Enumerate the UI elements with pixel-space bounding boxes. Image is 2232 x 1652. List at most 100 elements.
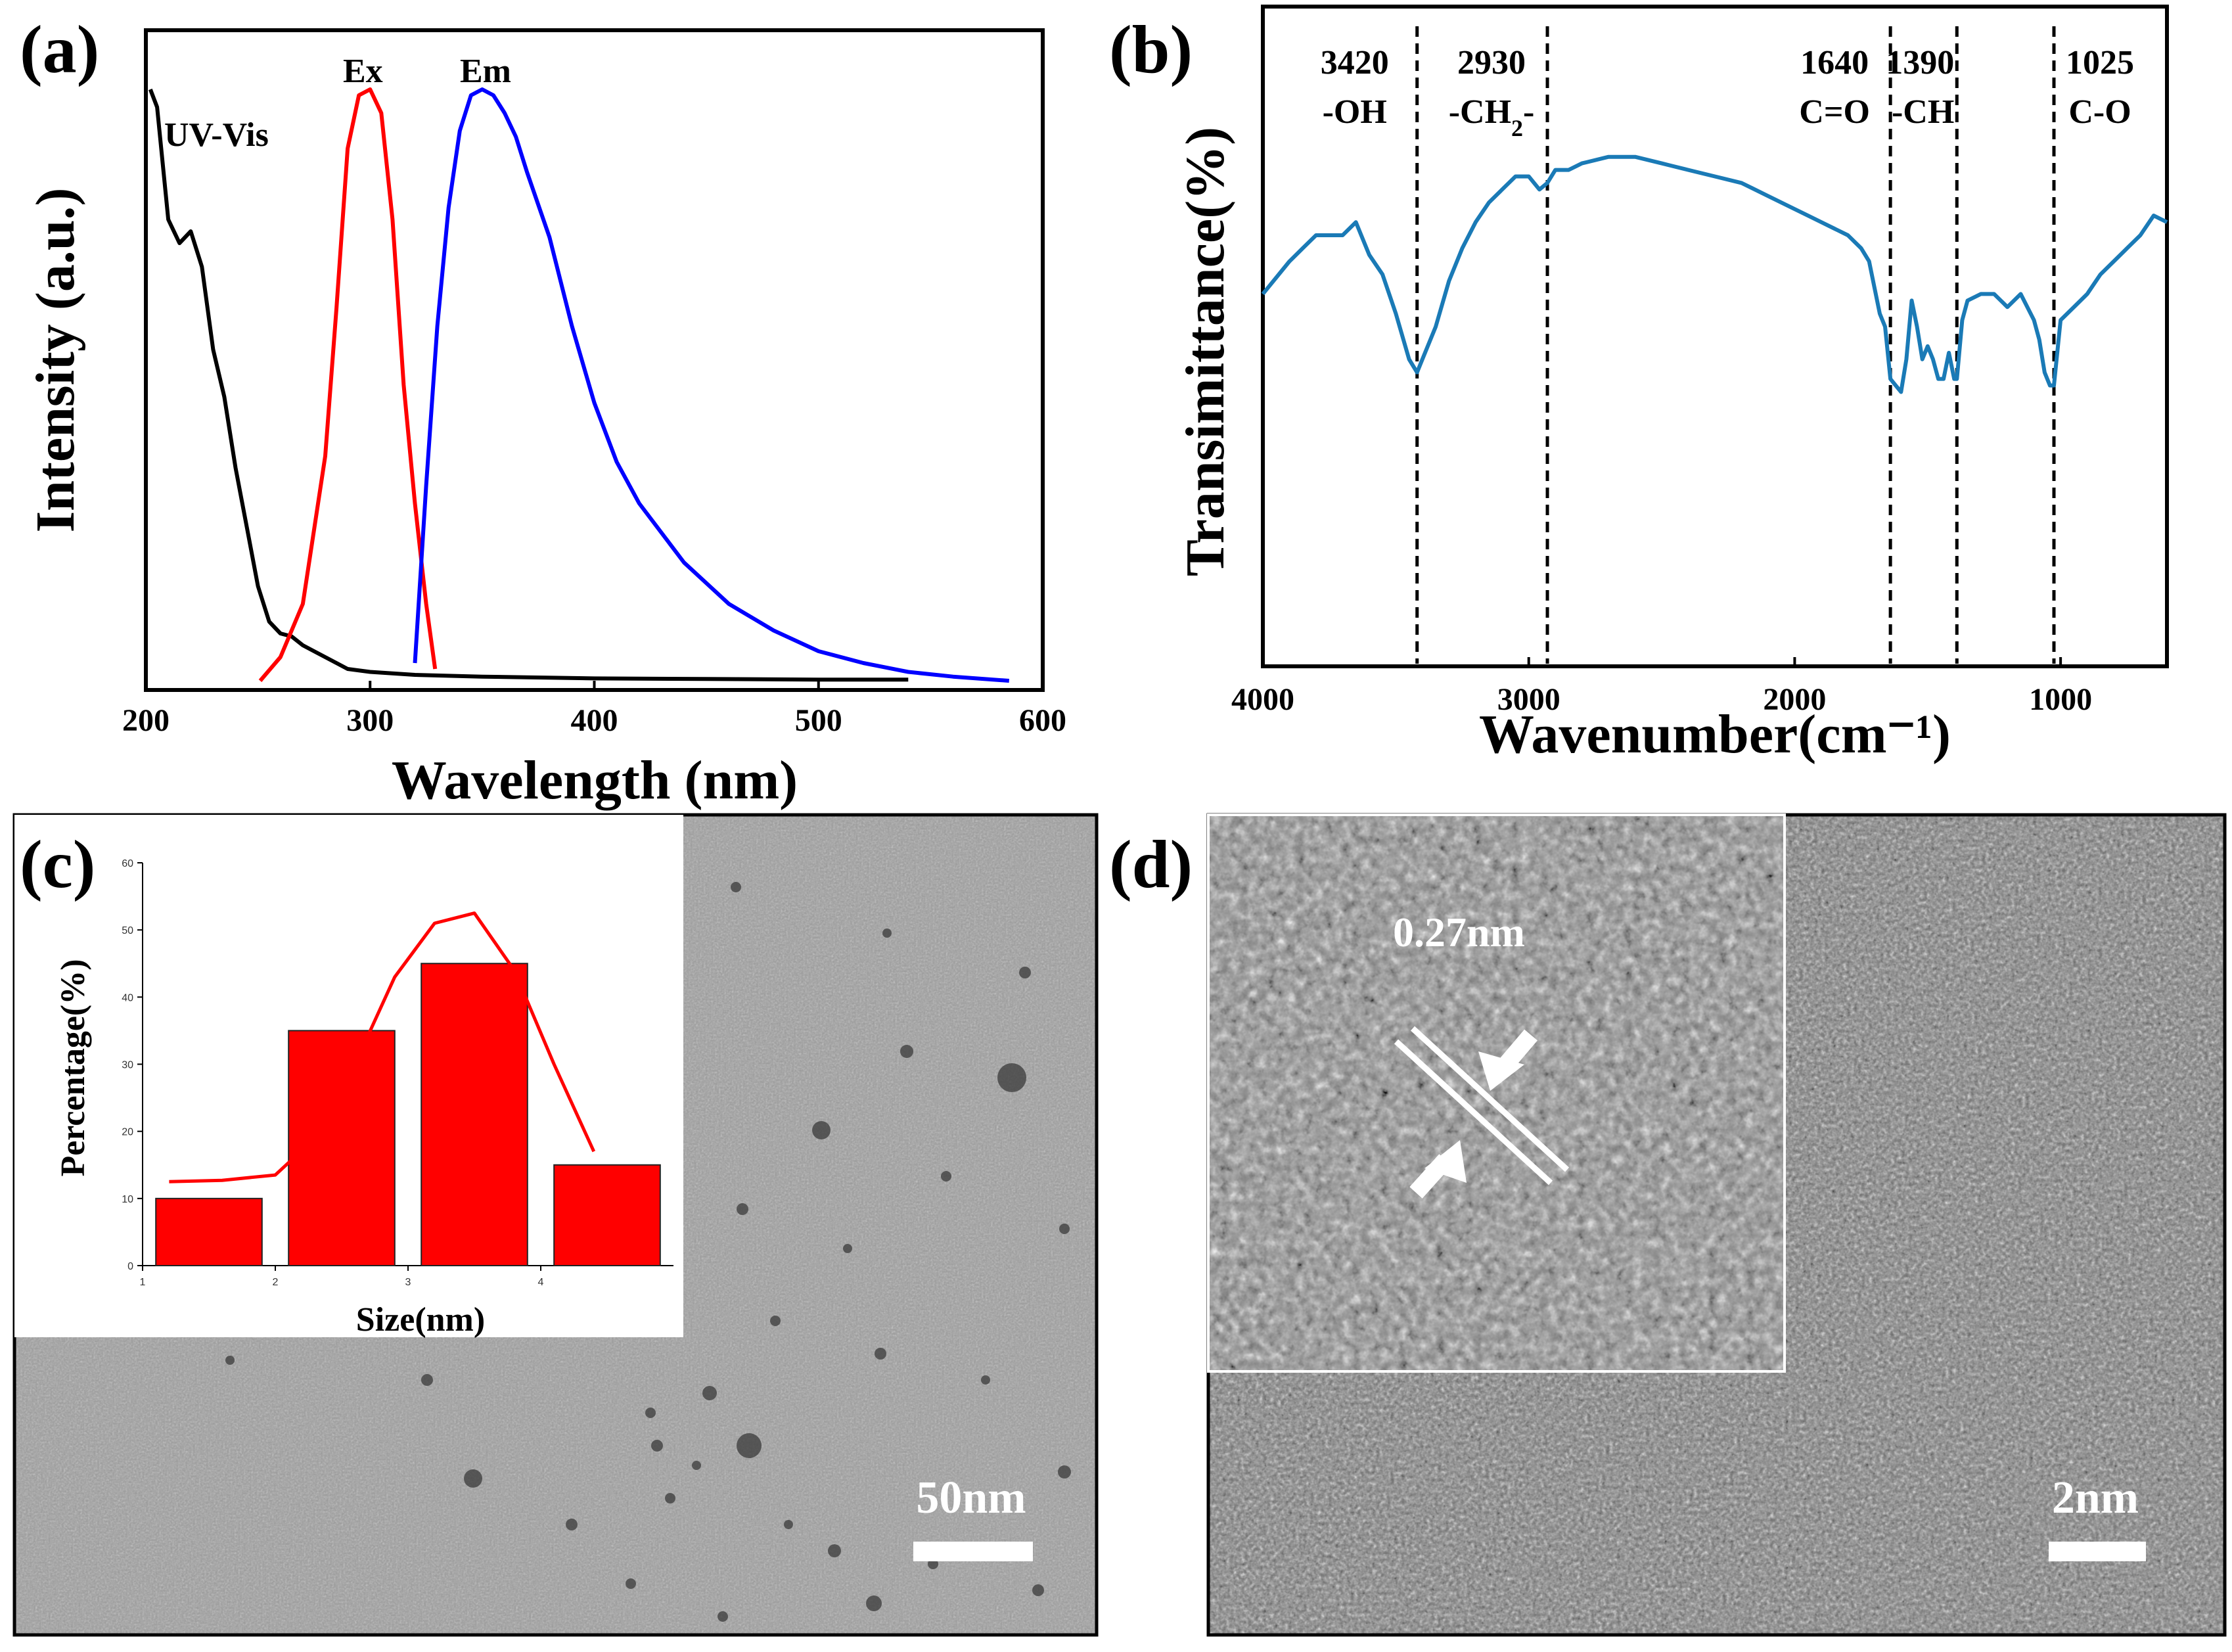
panel-a: (a) 200 300 400 500 600 UV-Vis Ex Em Wavelen… bbox=[20, 12, 1066, 811]
panel-c-letter: (c) bbox=[20, 827, 95, 902]
nanoparticle bbox=[665, 1493, 675, 1503]
peak-group-label: C=O bbox=[1799, 93, 1870, 131]
nanoparticle bbox=[941, 1171, 951, 1182]
plot-b-frame bbox=[1261, 5, 2169, 668]
peak-group-label: -OH bbox=[1323, 93, 1387, 131]
series-uvvis-line bbox=[148, 88, 909, 682]
nanoparticle bbox=[812, 1121, 831, 1139]
nanoparticle bbox=[866, 1595, 882, 1611]
x-tick-label: 300 bbox=[346, 703, 394, 738]
nanoparticle bbox=[626, 1578, 636, 1589]
nanoparticle bbox=[1058, 1465, 1071, 1479]
nanoparticle bbox=[692, 1461, 701, 1470]
nanoparticle bbox=[421, 1374, 433, 1386]
x-tick-label: 600 bbox=[1019, 703, 1066, 738]
x-tick-label: 400 bbox=[571, 703, 618, 738]
x-tick-label: 1 bbox=[140, 1277, 146, 1288]
x-tick-label: 1000 bbox=[2029, 682, 2092, 717]
panel-b-letter: (b) bbox=[1109, 12, 1193, 87]
peak-group-label: -CH2- bbox=[1449, 93, 1535, 141]
nanoparticle bbox=[1032, 1584, 1044, 1596]
panel-c: (c) 0 10 20 30 40 50 60 1 2 3 4 Size(nm) Percentag… bbox=[12, 813, 1099, 1637]
nanoparticle bbox=[737, 1433, 762, 1458]
lattice-line-2 bbox=[1410, 1026, 1570, 1172]
nanoparticle bbox=[981, 1375, 990, 1385]
x-tick-label: 3 bbox=[405, 1277, 411, 1288]
nanoparticle bbox=[900, 1045, 913, 1058]
peak-wavenumber-label: 3420 bbox=[1321, 44, 1389, 81]
nanoparticle bbox=[770, 1316, 781, 1326]
nanoparticle bbox=[1059, 1224, 1070, 1234]
y-tick-label: 20 bbox=[122, 1127, 133, 1138]
plot-a-series bbox=[148, 87, 1010, 683]
plot-a-x-title: Wavelength (nm) bbox=[392, 750, 798, 811]
panel-a-letter: (a) bbox=[20, 12, 99, 87]
y-tick-label: 50 bbox=[122, 925, 133, 936]
scale-bar-d bbox=[2049, 1542, 2146, 1561]
histogram-bar-3-4 bbox=[421, 963, 528, 1266]
nanoparticle bbox=[843, 1244, 852, 1253]
nanoparticle bbox=[997, 1063, 1026, 1092]
y-tick-label: 40 bbox=[122, 992, 133, 1003]
ftir-spectrum-line bbox=[1261, 154, 2168, 394]
y-tick-label: 0 bbox=[127, 1261, 133, 1272]
plot-b-x-title: Wavenumber(cm⁻¹) bbox=[1479, 704, 1951, 765]
nanoparticle bbox=[645, 1408, 656, 1418]
x-tick-label: 500 bbox=[795, 703, 842, 738]
histogram-plot: 0 10 20 30 40 50 60 1 2 3 4 bbox=[122, 858, 673, 1288]
nanoparticle bbox=[464, 1469, 482, 1488]
nanoparticle bbox=[1019, 967, 1031, 978]
panel-b: (b) 3420 -OH 2930 -CH2- 1640 C=O 1390 -CH 1025 C-… bbox=[1109, 5, 2169, 765]
plot-b-x-ticks: 4000 3000 2000 1000 bbox=[1231, 657, 2092, 717]
panel-d: (d) 0.27nm 2nm bbox=[1109, 813, 2227, 1637]
peak-wavenumber-label: 1390 bbox=[1886, 44, 1954, 81]
nanoparticle bbox=[875, 1348, 886, 1360]
scale-bar-c bbox=[913, 1542, 1033, 1561]
lattice-spacing-label: 0.27nm bbox=[1393, 909, 1525, 955]
peak-wavenumber-label: 2930 bbox=[1457, 44, 1526, 81]
y-tick-label: 30 bbox=[122, 1060, 133, 1071]
dash: - bbox=[1523, 93, 1534, 131]
nanoparticle bbox=[828, 1544, 841, 1557]
y-tick-label: 10 bbox=[122, 1194, 133, 1205]
nanoparticle bbox=[737, 1203, 748, 1215]
x-tick-label: 2000 bbox=[1763, 682, 1826, 717]
plot-a-frame bbox=[144, 28, 1045, 692]
lattice-line-1 bbox=[1394, 1039, 1553, 1185]
subscript: 2 bbox=[1511, 115, 1523, 141]
plot-a-x-ticks: 200 300 400 500 600 bbox=[122, 681, 1066, 738]
histogram-y-title: Percentage(%) bbox=[55, 959, 92, 1176]
peak-group-label: C-O bbox=[2068, 93, 2131, 131]
panel-d-letter: (d) bbox=[1109, 827, 1193, 902]
x-tick-label: 2 bbox=[273, 1277, 279, 1288]
plot-b-series bbox=[1261, 154, 2168, 394]
y-tick-label: 60 bbox=[122, 858, 133, 869]
nanoparticle bbox=[702, 1386, 717, 1400]
plot-b-y-title: Transimittance(%) bbox=[1175, 127, 1236, 576]
peak-wavenumber-label: 1025 bbox=[2066, 44, 2134, 81]
nanoparticle bbox=[651, 1440, 663, 1452]
nanoparticle bbox=[566, 1519, 578, 1530]
scale-label-c: 50nm bbox=[916, 1473, 1026, 1523]
series-ex-line bbox=[258, 87, 438, 682]
lattice-arrow-upper bbox=[1478, 1029, 1537, 1091]
x-tick-label: 200 bbox=[122, 703, 170, 738]
nanoparticle bbox=[882, 929, 892, 938]
x-tick-label: 4 bbox=[538, 1277, 544, 1288]
hrtem-inset-texture bbox=[1208, 815, 1785, 1371]
nanoparticle bbox=[784, 1520, 793, 1529]
lattice-arrow-lower bbox=[1409, 1140, 1467, 1199]
scale-label-d: 2nm bbox=[2052, 1473, 2139, 1523]
nanoparticle bbox=[731, 882, 741, 892]
hrtem-inset-frame bbox=[1207, 814, 1786, 1373]
histogram-bar-1-2 bbox=[155, 1197, 263, 1267]
peak-group-label: -CH bbox=[1892, 93, 1954, 131]
nanoparticle bbox=[717, 1611, 728, 1622]
plot-a-y-title: Intensity (a.u.) bbox=[25, 187, 86, 532]
histogram-x-title: Size(nm) bbox=[356, 1301, 485, 1339]
uv-vis-label: UV-Vis bbox=[164, 116, 269, 154]
plot-b-markers: 3420 -OH 2930 -CH2- 1640 C=O 1390 -CH 1025 C-O bbox=[1321, 26, 2134, 664]
nanoparticle bbox=[225, 1356, 235, 1365]
peak-wavenumber-label: 1640 bbox=[1800, 44, 1869, 81]
